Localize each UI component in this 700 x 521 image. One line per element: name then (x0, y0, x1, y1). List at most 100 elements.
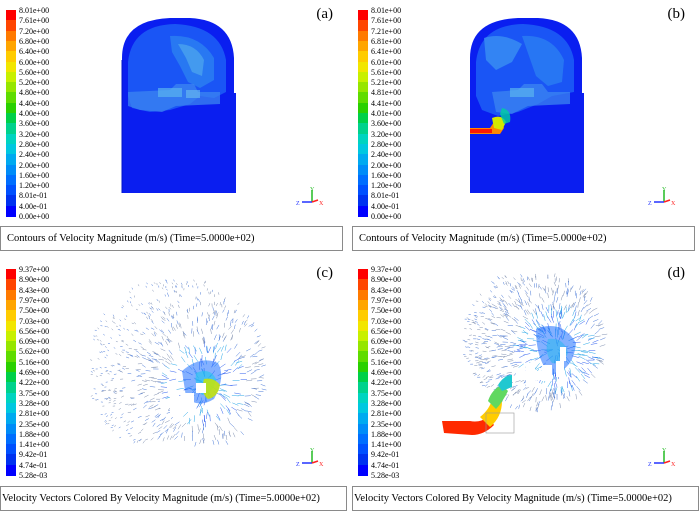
y-axis-label: Y (310, 448, 315, 454)
velocity-vector (233, 358, 240, 362)
velocity-vector (234, 343, 238, 349)
velocity-vector (182, 331, 185, 337)
velocity-vector (254, 365, 260, 368)
velocity-vector (484, 327, 489, 331)
velocity-vector (175, 324, 178, 329)
velocity-vector (505, 397, 508, 402)
velocity-vector (105, 354, 108, 357)
velocity-vector (140, 428, 144, 432)
legend-swatch (6, 113, 16, 124)
velocity-vector (579, 320, 586, 325)
velocity-vector (170, 363, 178, 366)
velocity-vector (143, 400, 148, 404)
velocity-vector (135, 369, 140, 372)
velocity-vector (147, 314, 151, 318)
velocity-vector (503, 320, 509, 324)
velocity-vector (159, 432, 164, 436)
legend-swatch (358, 464, 368, 476)
velocity-vector (252, 355, 258, 358)
velocity-vector (582, 361, 589, 365)
velocity-vector (499, 300, 504, 302)
velocity-vector (519, 343, 526, 346)
velocity-vector (136, 329, 139, 333)
velocity-vector (166, 335, 170, 341)
legend-label: 3.60e+00 (371, 119, 402, 129)
velocity-vector (148, 339, 152, 343)
legend-label: 7.61e+00 (371, 16, 402, 26)
velocity-vector (176, 311, 178, 316)
velocity-vector (251, 361, 257, 365)
velocity-vector (554, 387, 558, 394)
velocity-vector (246, 369, 253, 373)
velocity-vectors (90, 279, 267, 447)
velocity-vector (90, 395, 93, 397)
legend-label: 4.22e+00 (19, 378, 50, 388)
velocity-vector (560, 311, 563, 319)
velocity-vector (220, 394, 226, 401)
velocity-vector (522, 402, 526, 408)
velocity-vector (219, 393, 226, 398)
velocity-vector (95, 375, 98, 377)
velocity-vector (214, 422, 219, 428)
velocity-vector (123, 327, 125, 330)
velocity-vector (530, 357, 538, 361)
legend-swatch (358, 310, 368, 322)
velocity-vector (558, 310, 561, 318)
velocity-vector (157, 436, 161, 440)
velocity-vector (121, 340, 124, 343)
velocity-vector (170, 315, 174, 320)
velocity-vector (131, 304, 133, 307)
velocity-vector (519, 295, 522, 301)
velocity-vector (536, 312, 538, 319)
legend-label: 5.16e+00 (371, 357, 402, 367)
velocity-vector (511, 317, 517, 322)
velocity-vector (188, 346, 191, 354)
velocity-vector (592, 364, 598, 369)
velocity-vector (469, 334, 472, 336)
legend-label: 7.61e+00 (19, 16, 50, 26)
velocity-vector (563, 304, 567, 311)
velocity-vector (152, 431, 157, 434)
velocity-vector (113, 373, 117, 375)
velocity-vector (503, 313, 509, 316)
velocity-vector (500, 314, 505, 318)
velocity-vector (127, 432, 131, 435)
eddy-region (178, 44, 204, 76)
velocity-vector (169, 378, 176, 381)
velocity-vector (555, 309, 557, 317)
velocity-vector (511, 302, 516, 308)
velocity-vector (161, 320, 165, 324)
velocity-vector (496, 317, 501, 319)
velocity-vector (176, 283, 178, 285)
velocity-vector (169, 435, 173, 440)
velocity-vector (146, 359, 151, 361)
velocity-vector (502, 302, 506, 306)
velocity-vector (220, 403, 226, 410)
velocity-vector (211, 289, 213, 293)
velocity-vector (120, 416, 123, 419)
velocity-vector (133, 339, 137, 342)
velocity-vector (169, 370, 177, 373)
velocity-vector (494, 343, 499, 345)
legend-swatch (6, 164, 16, 176)
velocity-vector (486, 386, 491, 388)
velocity-vector (579, 369, 585, 375)
velocity-vector (212, 307, 214, 311)
legend-swatch (6, 423, 16, 435)
velocity-vector (592, 339, 599, 343)
legend-swatch (358, 174, 368, 186)
velocity-vector (521, 399, 526, 404)
velocity-vector (494, 341, 499, 345)
velocity-vector (152, 422, 156, 427)
velocity-vector (251, 400, 257, 403)
velocity-vector (136, 440, 139, 443)
velocity-vector (527, 396, 531, 402)
velocity-vector (115, 353, 118, 355)
velocity-vector (590, 323, 595, 329)
velocity-vector (175, 431, 180, 436)
velocity-vector (553, 392, 555, 399)
legend-swatch (6, 10, 16, 21)
velocity-vector (99, 351, 102, 353)
velocity-vector (221, 370, 229, 375)
velocity-vector (114, 417, 117, 420)
